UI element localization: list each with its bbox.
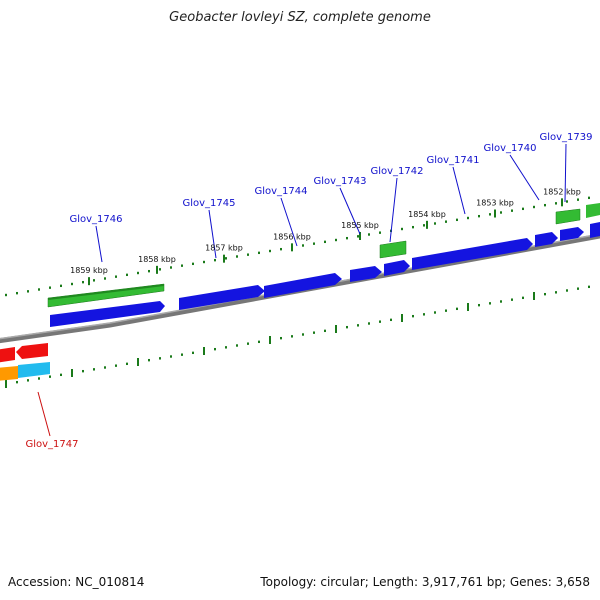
gene-glov-1746-shade [48,284,164,300]
map-title: Geobacter lovleyi SZ, complete genome [169,10,431,25]
gene-glov-1741-bar[interactable] [412,238,533,270]
gene-label-glov-1739[interactable]: Glov_1739 [539,132,592,143]
scale-tick-label: 1859 kbp [70,266,108,275]
genome-stats-text: Topology: circular; Length: 3,917,761 bp… [260,575,590,589]
gene-blue-edge[interactable] [590,222,600,238]
gene-label-leader [452,166,466,215]
gene-glov-1747-cyan[interactable] [18,362,50,378]
gene-label-glov-1747[interactable]: Glov_1747 [25,439,78,450]
gene-glov-1747-orange[interactable] [0,366,18,381]
gene-glov-1740-bar[interactable] [535,232,558,247]
gene-label-leader [95,225,103,263]
gene-green-edge[interactable] [586,203,600,218]
gene-label-glov-1744[interactable]: Glov_1744 [254,186,307,197]
gene-labels: Glov_1746 Glov_1745 Glov_1744 Glov_1743 Glov… [25,132,592,450]
gene-glov-1744-bar[interactable] [264,273,342,298]
gene-label-glov-1743[interactable]: Glov_1743 [313,176,366,187]
scale-tick-label: 1852 kbp [543,187,581,196]
gene-red-1[interactable] [0,347,15,363]
gene-label-glov-1740[interactable]: Glov_1740 [483,143,536,154]
scale-tick-label: 1855 kbp [341,221,379,230]
gene-label-glov-1741[interactable]: Glov_1741 [426,155,479,166]
gene-red-2[interactable] [16,343,48,359]
gene-label-glov-1746[interactable]: Glov_1746 [69,214,122,225]
label-leader-lines [37,143,567,437]
accession-text: Accession: NC_010814 [8,575,145,589]
gene-glov-1746-bar[interactable] [47,283,165,308]
scale-tick-labels: 1859 kbp 1858 kbp 1857 kbp 1856 kbp 1855 kbp… [70,187,581,275]
scale-tick-label: 1854 kbp [408,210,446,219]
gene-glov-1739-green[interactable] [555,208,581,225]
gene-label-leader [509,154,540,201]
gene-label-leader [280,197,298,247]
lower-scale-dots [5,285,590,388]
gene-glov-1739-blue[interactable] [560,227,584,241]
gene-glov-1742-blue[interactable] [384,260,410,276]
scale-tick-label: 1853 kbp [476,199,514,208]
gene-label-leader [37,391,51,437]
gene-label-leader [389,177,398,243]
gene-glov-1742-bar[interactable] [379,240,407,259]
scale-tick-label: 1856 kbp [273,232,311,241]
gene-glov-1745-bar[interactable] [179,285,265,310]
gene-features [0,203,600,381]
gene-label-glov-1745[interactable]: Glov_1745 [182,198,235,209]
scale-ticks [88,198,563,286]
gene-glov-1743-bar[interactable] [350,266,382,282]
gene-label-leader [339,187,361,235]
gene-label-leader [564,143,567,203]
gene-label-glov-1742[interactable]: Glov_1742 [370,166,423,177]
gene-label-leader [208,209,217,259]
scale-tick-label: 1858 kbp [138,255,176,264]
gene-blue-1[interactable] [50,301,165,327]
scale-tick-label: 1857 kbp [205,244,243,253]
